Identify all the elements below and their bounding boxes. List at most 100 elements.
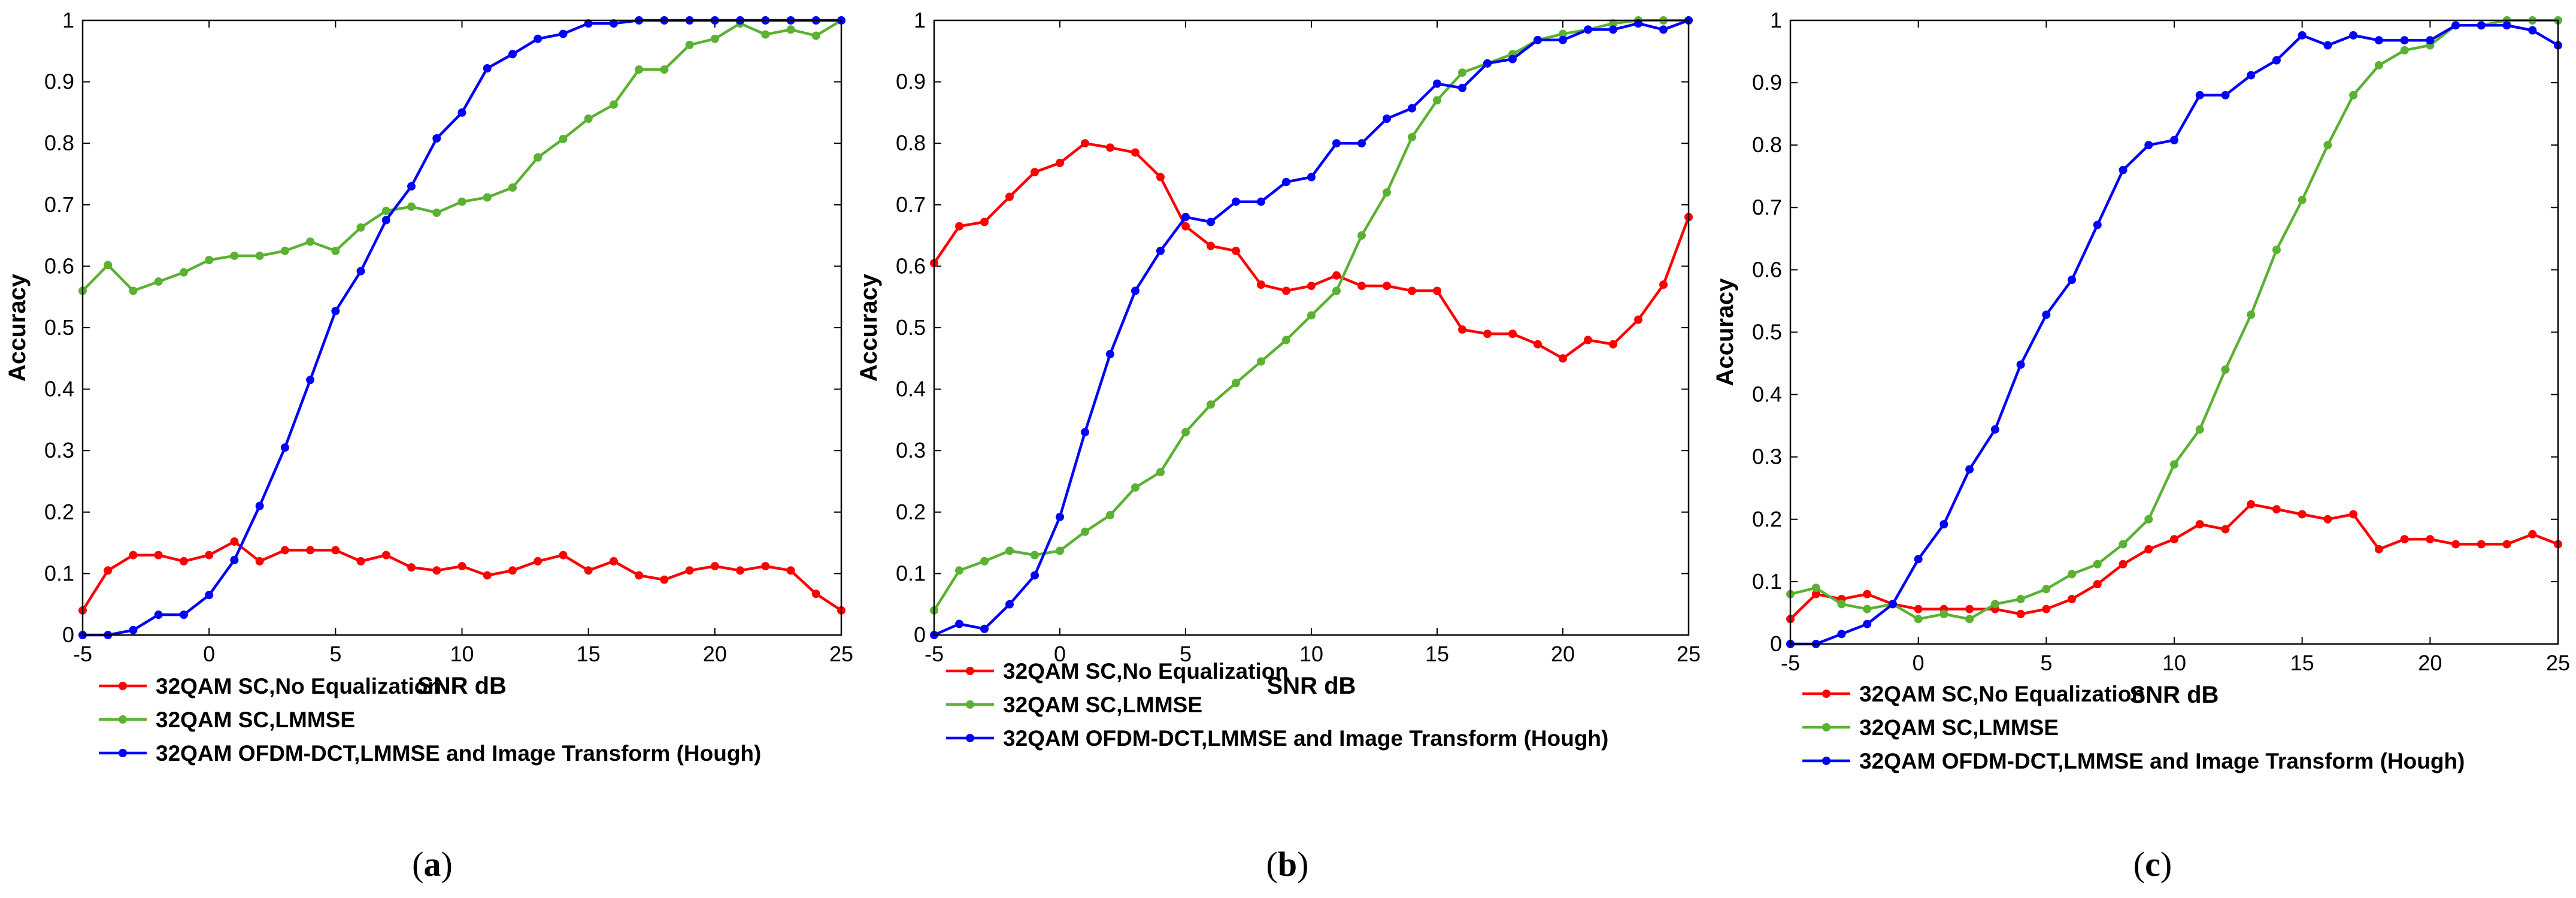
data-point <box>1584 25 1592 34</box>
data-point <box>1965 465 1974 474</box>
data-point <box>559 135 568 144</box>
data-point <box>1508 329 1517 338</box>
data-point <box>1181 222 1190 231</box>
legend-entry: 32QAM SC,No Equalization <box>156 674 441 699</box>
legend: 32QAM SC,No Equalization 32QAM SC,LMMSE 32… <box>946 659 1608 751</box>
axes-frame <box>81 19 842 636</box>
data-point <box>1357 139 1366 148</box>
x-tick-label: -5 <box>73 642 92 666</box>
data-point <box>955 619 963 628</box>
data-point <box>1357 231 1366 240</box>
data-point <box>2016 360 2025 369</box>
data-point <box>1307 282 1316 291</box>
data-point <box>1181 213 1190 222</box>
data-point <box>2323 41 2332 50</box>
data-point <box>1081 139 1089 148</box>
data-point <box>255 557 264 566</box>
data-point <box>955 566 963 575</box>
data-point <box>1332 286 1341 295</box>
legend: 32QAM SC,No Equalization 32QAM SC,LMMSE 32… <box>99 674 761 766</box>
data-point <box>2144 515 2153 524</box>
data-point <box>381 207 390 216</box>
data-point <box>1156 246 1165 255</box>
data-point <box>1131 148 1139 157</box>
x-axis-label: SNR dB <box>417 673 507 699</box>
data-point <box>205 591 214 600</box>
data-point <box>1106 510 1114 519</box>
data-point <box>1965 604 1974 613</box>
x-tick-label: -5 <box>1781 651 1800 675</box>
data-point <box>1609 25 1617 34</box>
data-point <box>2170 135 2178 144</box>
data-point <box>381 551 390 560</box>
data-point <box>457 108 466 117</box>
y-tick-label: 0.3 <box>896 438 926 462</box>
data-point <box>381 216 390 225</box>
data-point <box>534 557 543 566</box>
data-point <box>1888 600 1897 609</box>
data-point <box>1207 241 1215 250</box>
data-point <box>280 246 289 255</box>
data-point <box>2272 246 2281 255</box>
y-tick-label: 0.3 <box>1752 445 1782 469</box>
x-tick-label: 20 <box>2418 651 2442 675</box>
data-point <box>1232 197 1240 206</box>
data-point <box>2068 570 2077 579</box>
data-point <box>1659 25 1668 34</box>
data-point <box>104 566 113 575</box>
data-point <box>1559 29 1567 38</box>
data-point <box>1156 468 1165 477</box>
data-point <box>129 551 138 560</box>
data-point <box>1207 217 1215 226</box>
data-point <box>2247 71 2256 80</box>
data-point <box>2272 505 2281 514</box>
panel-caption: (a) <box>412 845 453 884</box>
y-tick-label: 0.7 <box>44 192 74 217</box>
data-point <box>1483 59 1492 68</box>
data-point <box>104 261 113 270</box>
x-tick-label: -5 <box>925 642 944 666</box>
data-point <box>129 286 138 295</box>
data-point <box>1156 173 1165 182</box>
data-point <box>2451 21 2460 30</box>
data-point <box>1811 589 1820 598</box>
data-point <box>2400 535 2409 544</box>
data-point <box>2451 540 2460 549</box>
data-point <box>2374 36 2383 45</box>
data-point <box>1106 143 1114 152</box>
data-point <box>660 575 669 584</box>
data-point <box>483 571 492 580</box>
data-point <box>2374 545 2383 554</box>
data-point <box>331 246 340 255</box>
legend-entry: 32QAM SC,LMMSE <box>156 707 355 732</box>
data-point <box>230 537 239 546</box>
x-tick-label: 5 <box>1180 642 1192 666</box>
data-point <box>1408 286 1416 295</box>
data-point <box>584 566 593 575</box>
x-tick-label: 20 <box>703 642 727 666</box>
y-tick-label: 0.9 <box>1752 70 1782 95</box>
data-point <box>306 546 315 555</box>
x-tick-label: 25 <box>1677 642 1701 666</box>
data-point <box>685 41 694 50</box>
data-point <box>1559 354 1567 363</box>
data-point <box>1837 630 1846 639</box>
data-point <box>980 217 989 226</box>
plot-area <box>934 20 1689 635</box>
data-point <box>2528 26 2537 35</box>
data-point <box>1939 520 1948 529</box>
data-point <box>2042 604 2051 613</box>
data-point <box>736 566 745 575</box>
data-point <box>1383 188 1391 197</box>
y-axis-label: Accuracy <box>856 273 882 382</box>
data-point <box>1207 400 1215 409</box>
y-axis-label: Accuracy <box>4 273 31 382</box>
data-point <box>1508 55 1517 64</box>
data-point <box>2042 585 2051 594</box>
data-point <box>1383 114 1391 123</box>
data-point <box>154 277 163 286</box>
legend-swatch-marker <box>119 715 127 724</box>
legend-entry: 32QAM SC,No Equalization <box>1859 682 2145 706</box>
legend-swatch-marker <box>119 749 127 757</box>
data-point <box>2426 535 2435 544</box>
